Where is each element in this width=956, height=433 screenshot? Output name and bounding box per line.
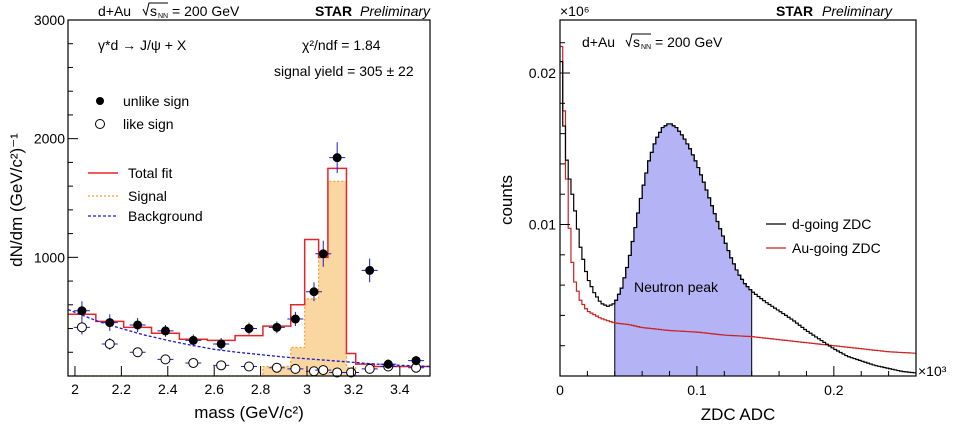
like-sign-point xyxy=(271,362,282,373)
unlike-sign-point xyxy=(332,153,342,163)
legend-unlike-label: unlike sign xyxy=(123,93,189,109)
total-fit-line xyxy=(68,167,430,368)
svg-text:NN: NN xyxy=(158,13,168,20)
left-panel: 2 2.2 2.4 2.6 2.8 3 3.2 3.4 1000 2000 3000 d+Au s … xyxy=(7,2,431,422)
like-sign-point xyxy=(76,322,87,333)
x-tick-label: 3.2 xyxy=(344,381,364,397)
right-legend: d-going ZDC Au-going ZDC xyxy=(766,216,881,256)
like-sign-point xyxy=(318,365,329,376)
svg-text:s: s xyxy=(150,3,157,19)
unlike-sign-point xyxy=(318,249,328,259)
like-sign-point xyxy=(188,357,199,368)
unlike-sign-point xyxy=(290,314,300,324)
neutron-peak-fill xyxy=(614,123,753,377)
y-tick-label: 3000 xyxy=(34,12,65,28)
x-tick-label: 2.2 xyxy=(112,381,132,397)
left-header-experiment: STAR xyxy=(315,3,352,19)
y-tick-label: 0.02 xyxy=(529,65,556,81)
right-annotation-sqrt: s NN xyxy=(625,33,651,51)
y-tick-label: 0.01 xyxy=(529,217,556,233)
x-tick-label: 2.8 xyxy=(251,381,271,397)
y-tick-label: 2000 xyxy=(34,131,65,147)
like-sign-point xyxy=(104,338,115,349)
y-tick-label: 1000 xyxy=(34,249,65,265)
unlike-sign-point xyxy=(272,322,282,332)
right-x-axis-title: ZDC ADC xyxy=(701,405,776,424)
right-y-axis-title: counts xyxy=(497,175,516,225)
d-going-zdc-line xyxy=(560,61,916,374)
left-x-axis-title: mass (GeV/c²) xyxy=(194,403,304,422)
x-tick-label: 2.6 xyxy=(204,381,224,397)
like-sign-point xyxy=(290,363,301,374)
left-histograms xyxy=(67,167,431,377)
background-curve xyxy=(67,308,431,368)
left-legend: unlike sign like sign Total fit Signal B… xyxy=(88,93,203,224)
x-tick-label: 0 xyxy=(556,382,564,398)
left-chi2-label: χ²/ndf = 1.84 xyxy=(302,37,381,53)
right-y-multiplier: ×10⁶ xyxy=(560,3,590,19)
legend-like-label: like sign xyxy=(123,116,174,132)
right-annotation-system: d+Au xyxy=(582,34,615,50)
left-process-label: γ*d → J/ψ + X xyxy=(98,37,187,53)
svg-text:s: s xyxy=(633,34,640,50)
like-sign-point xyxy=(132,347,143,358)
unlike-sign-point xyxy=(216,339,226,349)
neutron-peak-label: Neutron peak xyxy=(634,279,719,295)
right-panel: 0 0.1 0.2 0.01 0.02 STAR Preliminary ×10⁶ ×1… xyxy=(497,3,947,424)
left-axes: 2 2.2 2.4 2.6 2.8 3 3.2 3.4 1000 2000 3000 xyxy=(34,12,410,397)
like-sign-point xyxy=(364,363,375,374)
like-sign-point xyxy=(308,366,319,377)
x-tick-label: 2 xyxy=(71,381,79,397)
x-tick-label: 2.4 xyxy=(158,381,178,397)
unlike-sign-point xyxy=(411,356,421,366)
right-plot-frame xyxy=(559,19,917,377)
legend-total-label: Total fit xyxy=(128,165,172,181)
au-going-zdc-line xyxy=(560,45,916,354)
left-header-energy: = 200 GeV xyxy=(172,3,240,19)
right-header-experiment: STAR xyxy=(776,3,813,19)
left-header-sqrt: s NN xyxy=(142,2,168,20)
like-sign-point xyxy=(332,367,343,378)
unlike-sign-point xyxy=(77,306,87,316)
left-data-points xyxy=(73,142,425,378)
legend-au-going-label: Au-going ZDC xyxy=(792,240,881,256)
unlike-sign-point xyxy=(244,324,254,334)
left-yield-label: signal yield = 305 ± 22 xyxy=(274,63,414,79)
right-axes: 0 0.1 0.2 0.01 0.02 xyxy=(529,42,917,398)
left-header-system: d+Au xyxy=(98,3,131,19)
unlike-sign-point xyxy=(188,335,198,345)
unlike-sign-point xyxy=(309,287,319,297)
right-header-status: Preliminary xyxy=(822,3,893,19)
unlike-sign-point xyxy=(365,265,375,275)
signal-outline xyxy=(68,180,430,377)
x-tick-label: 0.1 xyxy=(687,382,707,398)
unlike-sign-point xyxy=(105,318,115,328)
unlike-sign-point xyxy=(133,320,143,330)
left-y-axis-title: dN/dm (GeV/c²)⁻¹ xyxy=(7,133,26,267)
left-plot-frame xyxy=(67,19,431,377)
like-sign-point xyxy=(244,361,254,372)
svg-text:NN: NN xyxy=(641,44,651,51)
left-header-status: Preliminary xyxy=(360,3,431,19)
legend-signal-label: Signal xyxy=(128,188,167,204)
legend-unlike-marker xyxy=(96,97,104,105)
legend-like-marker xyxy=(95,119,105,129)
x-tick-label: 0.2 xyxy=(824,382,844,398)
right-histograms xyxy=(560,45,916,377)
legend-d-going-label: d-going ZDC xyxy=(792,216,871,232)
unlike-sign-point xyxy=(383,359,393,369)
signal-fill xyxy=(68,181,430,376)
unlike-sign-point xyxy=(160,326,170,336)
x-tick-label: 3 xyxy=(303,381,311,397)
like-sign-point xyxy=(216,360,227,371)
x-tick-label: 3.4 xyxy=(390,381,410,397)
like-sign-point xyxy=(160,354,171,365)
right-annotation-energy: = 200 GeV xyxy=(655,34,723,50)
legend-background-label: Background xyxy=(128,208,203,224)
right-x-multiplier: ×10³ xyxy=(918,363,947,379)
